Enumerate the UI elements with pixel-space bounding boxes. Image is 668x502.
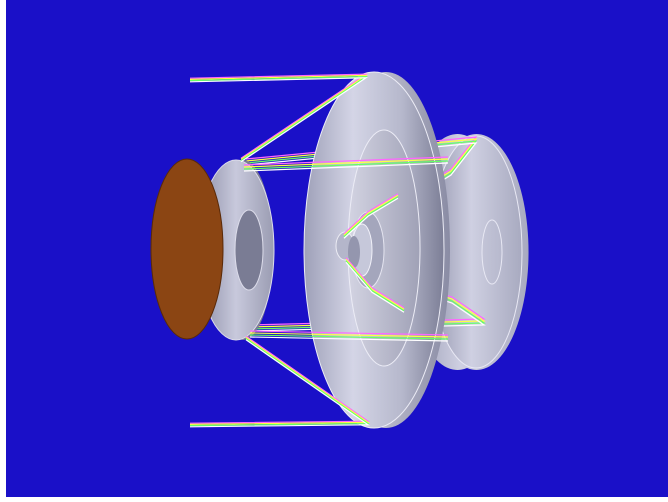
ray-lower-path [249,336,449,342]
incoming-ray-top [189,75,369,162]
ray-upper-path [243,156,449,166]
ray-hub-upper [343,193,399,235]
3d-viewport[interactable] [6,0,668,497]
ray-hub-lower [345,257,405,309]
incoming-ray-bottom [189,338,370,427]
telescope-scene [6,0,668,497]
incoming-ray-top [189,77,369,163]
rear-mirror-face [429,135,523,369]
ray-hub-lower [345,260,405,312]
detector-disc [150,158,224,340]
ray-hub-upper [343,197,399,239]
ray-lower-path [249,330,449,336]
ray-hub-upper [343,194,399,236]
ray-lower-path [249,334,449,340]
incoming-ray-top [189,74,369,160]
ray-upper-path [243,160,449,170]
ray-lower-path [249,332,449,338]
incoming-ray-bottom [189,336,370,425]
ray-upper-path [243,158,449,168]
incoming-ray-bottom [189,335,370,424]
ray-hub-lower [345,258,405,310]
incoming-ray-bottom [189,339,370,428]
ray-upper-path [243,162,449,172]
incoming-ray-top [189,73,369,159]
ray-hub-lower [345,261,405,313]
ray-hub-upper [343,196,399,238]
light-rays-front [189,73,449,428]
